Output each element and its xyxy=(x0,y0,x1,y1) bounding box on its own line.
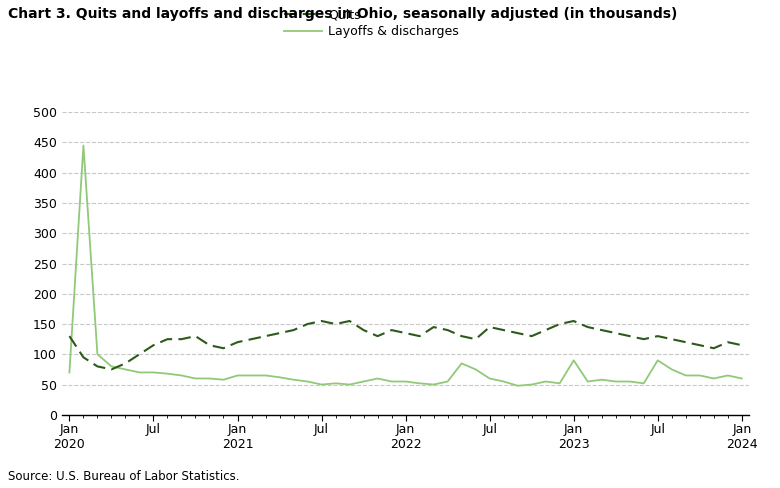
Text: Chart 3. Quits and layoffs and discharges in Ohio, seasonally adjusted (in thous: Chart 3. Quits and layoffs and discharge… xyxy=(8,7,677,21)
Text: Source: U.S. Bureau of Labor Statistics.: Source: U.S. Bureau of Labor Statistics. xyxy=(8,470,239,483)
Legend: Quits, Layoffs & discharges: Quits, Layoffs & discharges xyxy=(279,3,463,43)
